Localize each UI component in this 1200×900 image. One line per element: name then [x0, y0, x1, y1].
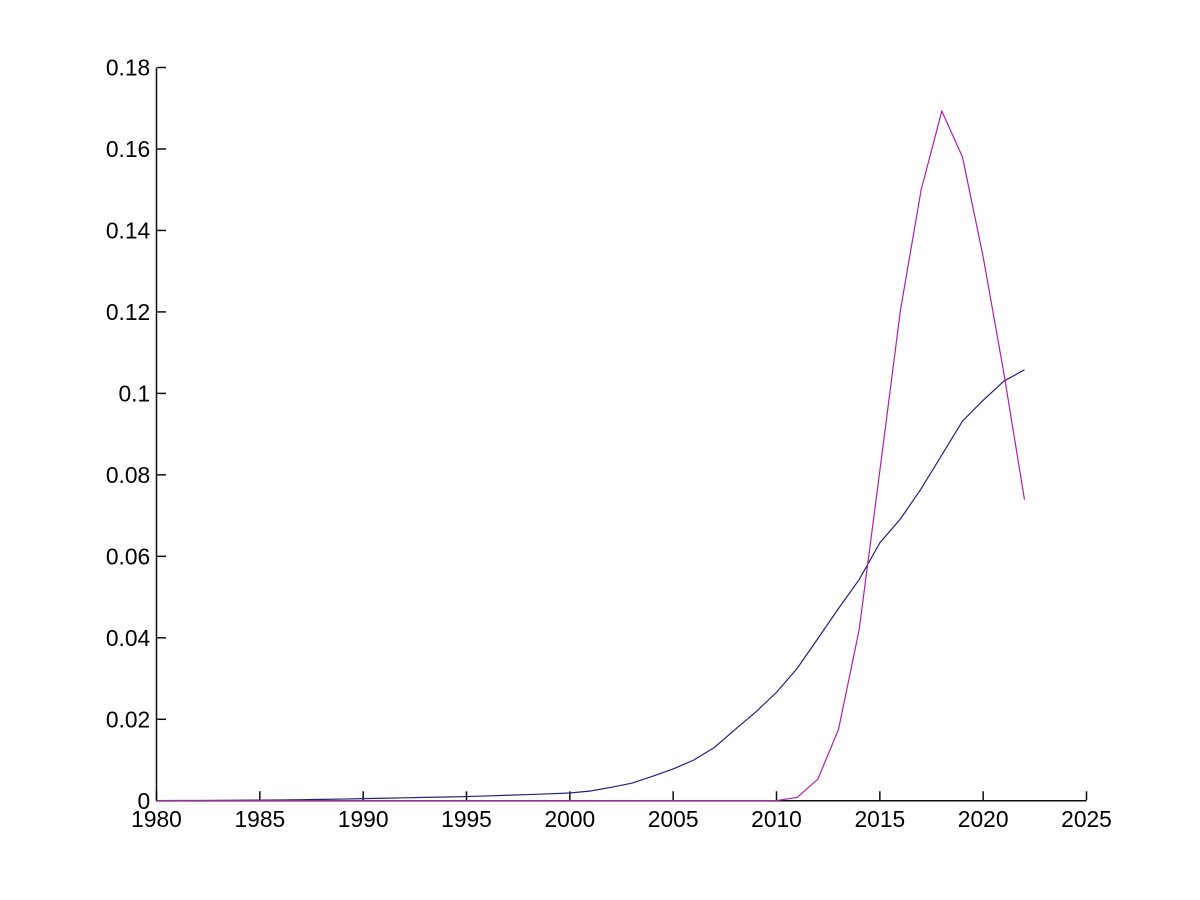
svg-text:0: 0	[138, 788, 151, 814]
svg-text:1990: 1990	[338, 806, 389, 832]
svg-text:2005: 2005	[648, 806, 699, 832]
svg-text:2000: 2000	[544, 806, 595, 832]
svg-text:0.12: 0.12	[106, 299, 150, 325]
svg-text:0.16: 0.16	[106, 136, 150, 162]
svg-text:2025: 2025	[1061, 806, 1112, 832]
svg-text:0.04: 0.04	[106, 625, 151, 651]
svg-text:0.14: 0.14	[106, 217, 151, 243]
svg-text:2020: 2020	[958, 806, 1009, 832]
svg-text:0.1: 0.1	[118, 380, 150, 406]
svg-text:1980: 1980	[131, 806, 182, 832]
svg-text:0.18: 0.18	[106, 55, 150, 81]
svg-text:0.08: 0.08	[106, 462, 150, 488]
svg-text:0.02: 0.02	[106, 706, 150, 732]
svg-text:1995: 1995	[441, 806, 492, 832]
svg-text:2015: 2015	[854, 806, 905, 832]
svg-text:1985: 1985	[234, 806, 285, 832]
svg-text:0.06: 0.06	[106, 543, 150, 569]
svg-text:2010: 2010	[751, 806, 802, 832]
